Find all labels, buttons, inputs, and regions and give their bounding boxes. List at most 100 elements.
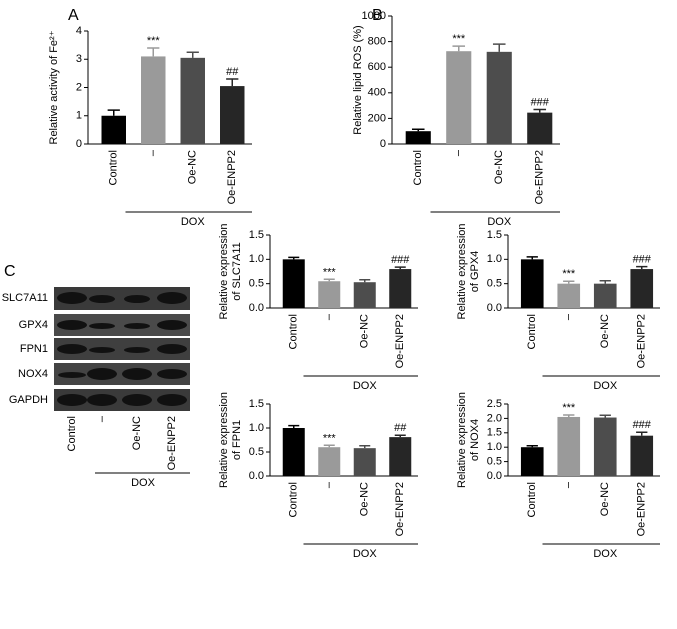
error-bar [359,445,371,449]
panel-label: B [372,7,383,24]
y-tick-label: 0.0 [487,470,502,482]
group-label: DOX [131,477,156,489]
error-bar [186,51,199,58]
x-tick-label: Oe-ENPP2 [394,482,406,536]
panel-label: A [68,7,79,24]
bar [389,269,412,308]
x-tick-label: – [453,149,465,156]
x-tick-label: Oe-ENPP2 [636,482,648,536]
lane-label: Oe-ENPP2 [166,416,178,470]
y-tick-label: 1 [76,110,82,122]
y-tick-label: 0.0 [249,470,264,482]
protein-label: SLC7A11 [2,292,48,304]
bands [57,292,187,406]
y-tick-label: 1.5 [487,229,502,241]
y-tick-label: 4 [76,25,82,37]
significance-label: *** [323,432,337,444]
x-tick-label: Oe-NC [599,314,611,348]
y-tick-label: 1.5 [249,398,264,410]
bar [318,447,341,476]
y-tick-label: 1.5 [487,427,502,439]
y-tick-label: 600 [368,61,386,73]
y-tick-label: 0 [380,138,386,150]
y-axis-label: Relative expression [456,224,468,320]
protein-label: NOX4 [18,368,48,380]
y-tick-label: 0.5 [487,456,502,468]
y-axis-label: Relative expression [218,224,230,320]
group-label: DOX [593,380,618,392]
x-tick-label: Control [288,314,300,349]
group-label: DOX [353,548,378,560]
lane-label: Control [66,416,78,451]
error-bar [563,280,575,284]
x-tick-label: Oe-NC [599,482,611,516]
y-axis-label: Relative activity of Fe²⁺ [48,30,60,144]
y-tick-label: 0.0 [249,302,264,314]
y-tick-label: 1000 [362,10,386,22]
error-bar [492,43,506,52]
x-tick-label: Control [108,150,120,185]
y-tick-label: 1.0 [487,441,502,453]
significance-label: *** [562,268,576,280]
y-tick-label: 1.0 [487,253,502,265]
blot-strip [54,338,190,360]
bar [389,437,412,476]
error-bar [323,278,335,282]
group-label: DOX [487,216,512,228]
protein-label: FPN1 [20,343,48,355]
y-axis-label: Relative expression [218,392,230,488]
y-tick-label: 200 [368,112,386,124]
error-bar [394,434,406,438]
bar [353,282,376,308]
western-blot: C SLC7A11 GPX4 FPN1 NOX4 GAPDH Control –… [2,263,190,489]
protein-label: GPX4 [19,319,48,331]
x-tick-label: – [563,481,575,488]
bar [101,115,126,144]
y-axis-label: Relative expression [456,392,468,488]
x-tick-label: Oe-NC [359,314,371,348]
y-axis-label: of NOX4 [469,419,481,461]
x-tick-label: Oe-ENPP2 [534,150,546,204]
x-tick-label: Control [526,314,538,349]
bar [520,447,544,476]
error-bar [533,108,547,113]
bar [180,57,205,144]
y-tick-label: 2.0 [487,412,502,424]
y-axis-label: of SLC7A11 [231,242,243,301]
error-bar [226,78,239,87]
y-tick-label: 2.5 [487,398,502,410]
y-tick-label: 800 [368,36,386,48]
y-tick-label: 1.5 [249,229,264,241]
bar [405,131,431,144]
y-tick-label: 0.5 [487,278,502,290]
bar [557,283,581,308]
y-tick-label: 3 [76,53,82,65]
bar [557,416,581,476]
y-axis-label: Relative lipid ROS (%) [352,25,364,134]
bar [593,417,617,476]
significance-label: *** [323,266,337,278]
x-tick-label: Oe-NC [187,150,199,184]
significance-label: ### [391,254,410,266]
bar [318,281,341,308]
bar [282,259,305,308]
error-bar [599,279,611,284]
y-tick-label: 400 [368,87,386,99]
y-tick-label: 0 [76,138,82,150]
error-bar [394,266,406,270]
x-tick-label: Control [526,482,538,517]
error-bar [107,109,120,116]
bar [220,86,245,144]
bar [520,259,544,308]
bar [486,51,512,145]
x-tick-label: Control [412,150,424,185]
bar [630,435,654,476]
error-bar [526,256,538,260]
y-tick-label: 1.0 [249,422,264,434]
error-bar [288,424,300,428]
y-axis-label: of GPX4 [469,251,481,293]
significance-label: ## [226,66,239,78]
x-tick-label: – [563,313,575,320]
group-label: DOX [353,380,378,392]
